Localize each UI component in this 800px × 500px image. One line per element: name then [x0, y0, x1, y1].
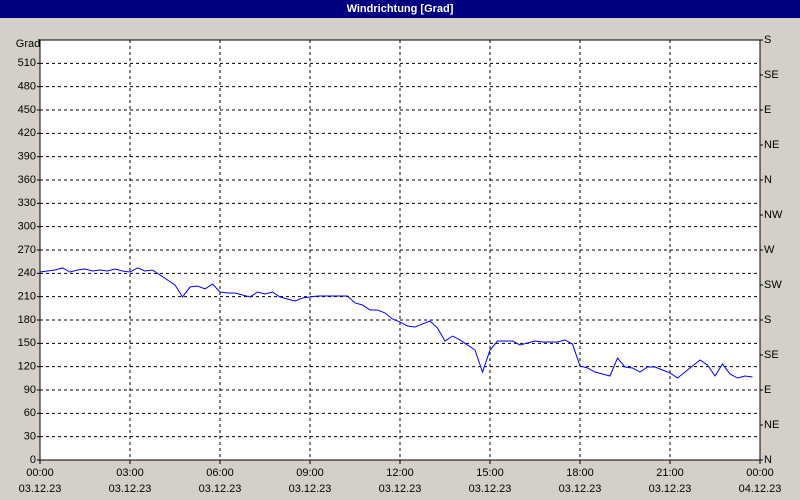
y-tick-label: 480 — [18, 81, 36, 93]
y2-tick-label: E — [764, 384, 771, 396]
x-tick-label: 09:00 — [296, 467, 324, 479]
y2-tick-label: SE — [764, 349, 779, 361]
y2-tick-label: N — [764, 174, 772, 186]
x-tick-date: 03.12.23 — [649, 483, 692, 495]
y-tick-label: 450 — [18, 104, 36, 116]
y-tick-label: 300 — [18, 221, 36, 233]
y-tick-label: 30 — [24, 431, 36, 443]
y-tick-label: 60 — [24, 407, 36, 419]
chart-title: Windrichtung [Grad] — [347, 3, 454, 15]
y2-tick-label: NE — [764, 419, 779, 431]
y2-tick-label: NW — [764, 209, 783, 221]
y-tick-label: 510 — [18, 57, 36, 69]
x-tick-date: 04.12.23 — [739, 483, 782, 495]
x-tick-date: 03.12.23 — [469, 483, 512, 495]
y-tick-label: 0 — [30, 454, 36, 466]
y-tick-label: 360 — [18, 174, 36, 186]
y-axis-label: Grad — [16, 38, 40, 50]
y2-tick-label: S — [764, 314, 771, 326]
y2-tick-label: E — [764, 104, 771, 116]
x-tick-label: 00:00 — [746, 467, 774, 479]
y-tick-label: 270 — [18, 244, 36, 256]
x-tick-label: 06:00 — [206, 467, 234, 479]
y-tick-label: 330 — [18, 197, 36, 209]
x-tick-date: 03.12.23 — [199, 483, 242, 495]
x-tick-date: 03.12.23 — [379, 483, 422, 495]
x-tick-label: 00:00 — [26, 467, 54, 479]
y2-tick-label: SW — [764, 279, 782, 291]
y-tick-label: 420 — [18, 127, 36, 139]
y2-tick-label: N — [764, 454, 772, 466]
x-tick-label: 12:00 — [386, 467, 414, 479]
y2-tick-label: SE — [764, 69, 779, 81]
x-tick-label: 15:00 — [476, 467, 504, 479]
x-tick-date: 03.12.23 — [559, 483, 602, 495]
y-tick-label: 120 — [18, 361, 36, 373]
y-tick-label: 90 — [24, 384, 36, 396]
x-tick-date: 03.12.23 — [289, 483, 332, 495]
y2-tick-label: W — [764, 244, 775, 256]
data-line — [39, 267, 753, 379]
title-bar — [0, 0, 800, 18]
x-tick-label: 21:00 — [656, 467, 684, 479]
y-tick-label: 150 — [18, 337, 36, 349]
y-tick-label: 390 — [18, 151, 36, 163]
y-tick-label: 210 — [18, 291, 36, 303]
y2-tick-label: S — [764, 34, 771, 46]
x-tick-date: 03.12.23 — [19, 483, 62, 495]
x-tick-label: 03:00 — [116, 467, 144, 479]
y-tick-label: 240 — [18, 267, 36, 279]
x-tick-date: 03.12.23 — [109, 483, 152, 495]
y2-tick-label: NE — [764, 139, 779, 151]
y-tick-label: 180 — [18, 314, 36, 326]
x-tick-label: 18:00 — [566, 467, 594, 479]
